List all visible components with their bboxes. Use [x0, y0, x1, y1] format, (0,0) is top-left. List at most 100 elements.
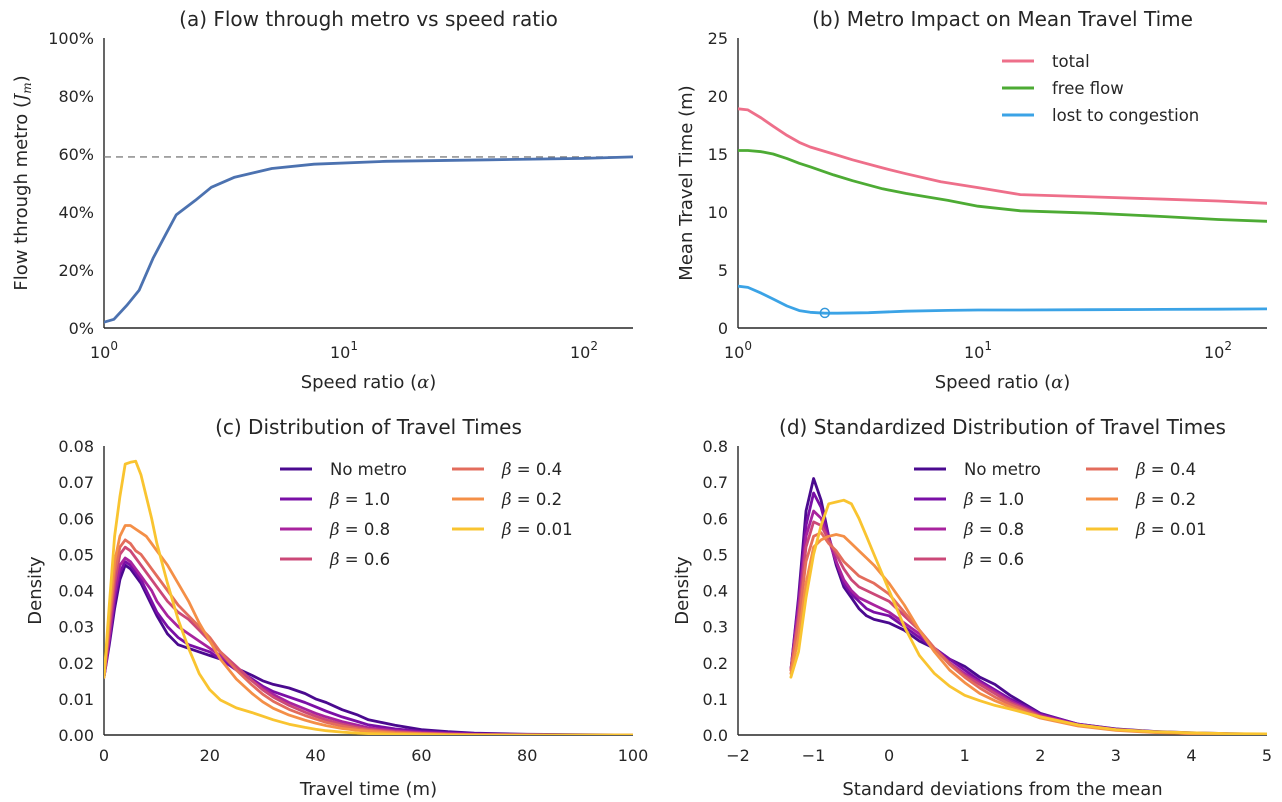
legend-item: lost to congestion	[1002, 106, 1199, 125]
y-tick-label: 40%	[58, 203, 94, 222]
chart-title: (b) Metro Impact on Mean Travel Time	[812, 7, 1193, 31]
panel-d: (d) Standardized Distribution of Travel …	[672, 415, 1272, 800]
y-tick-label: 0.1	[703, 690, 728, 709]
series-line-5	[789, 531, 1267, 735]
legend: total free flow lost to congestion	[1002, 52, 1199, 125]
y-tick-label: 0.05	[58, 545, 94, 564]
legend-label: β = 0.2	[1135, 490, 1196, 509]
y-tick-label: 100%	[48, 29, 94, 48]
legend-label: β = 0.2	[501, 490, 562, 509]
y-tick-label: 0.8	[703, 437, 728, 456]
x-tick-label: 100	[90, 339, 118, 362]
y-tick-label: 20%	[58, 261, 94, 280]
legend-item: β = 0.2	[1086, 490, 1196, 509]
legend-label: No metro	[964, 460, 1041, 479]
series-line-3	[789, 509, 1267, 735]
y-tick-label: 20	[708, 87, 728, 106]
y-tick-label: 0.07	[58, 473, 94, 492]
legend-label: β = 0.4	[501, 460, 562, 479]
legend-label: lost to congestion	[1052, 106, 1199, 125]
y-tick-label: 0.7	[703, 473, 728, 492]
legend-item: No metro	[914, 460, 1041, 479]
legend-item: No metro	[280, 460, 407, 479]
legend-label: free flow	[1052, 79, 1124, 98]
legend-label: β = 1.0	[963, 490, 1024, 509]
series-line-2	[104, 560, 633, 735]
y-tick-label: 0.00	[58, 726, 94, 745]
x-tick-label: 101	[964, 339, 992, 362]
y-tick-label: 0.4	[703, 582, 728, 601]
x-tick-label: 100	[618, 746, 649, 765]
y-tick-label: 0	[718, 319, 728, 338]
legend-label: β = 0.6	[329, 550, 390, 569]
legend-label: total	[1052, 52, 1090, 71]
legend-label: β = 0.01	[501, 520, 573, 539]
y-tick-label: 0.2	[703, 654, 728, 673]
x-tick-label: 2	[1035, 746, 1045, 765]
y-tick-label: 0.6	[703, 509, 728, 528]
x-tick-label: 100	[724, 339, 752, 362]
panel-a: (a) Flow through metro vs speed ratio 0% 2…	[11, 7, 633, 393]
x-tick-label: 4	[1186, 746, 1196, 765]
x-tick-label: 3	[1111, 746, 1121, 765]
legend-item: β = 0.4	[452, 460, 562, 479]
y-tick-label: 0.08	[58, 437, 94, 456]
legend-item: β = 0.6	[914, 550, 1024, 569]
y-axis-label: Density	[25, 556, 46, 625]
y-tick-label: 0.03	[58, 618, 94, 637]
y-tick-label: 0.02	[58, 654, 94, 673]
legend-item: β = 0.8	[280, 520, 390, 539]
y-tick-label: 0%	[69, 319, 94, 338]
x-tick-label: 40	[305, 746, 325, 765]
legend-item: β = 0.01	[452, 520, 573, 539]
series-line-3	[738, 284, 1267, 315]
x-tick-label: 20	[200, 746, 220, 765]
chart-title: (c) Distribution of Travel Times	[215, 415, 522, 439]
legend-label: β = 0.8	[329, 520, 390, 539]
y-axis-label: Mean Travel Time (m)	[676, 85, 697, 280]
panel-b: (b) Metro Impact on Mean Travel Time 0 5 10…	[676, 7, 1267, 393]
y-tick-label: 0.06	[58, 509, 94, 528]
y-tick-label: 25	[708, 29, 728, 48]
series-line-6	[789, 533, 1267, 735]
legend-label: β = 1.0	[329, 490, 390, 509]
x-tick-label: 102	[570, 339, 598, 362]
series-line-1	[104, 155, 633, 324]
x-axis-label: Standard deviations from the mean	[842, 779, 1162, 800]
panel-c: (c) Distribution of Travel Times 0.00 0.01…	[25, 415, 648, 800]
chart-title: (d) Standardized Distribution of Travel …	[779, 415, 1226, 439]
legend-item: β = 0.2	[452, 490, 562, 509]
legend-label: β = 0.6	[963, 550, 1024, 569]
x-axis-label: Speed ratio (α)	[935, 372, 1071, 393]
x-tick-label: 80	[517, 746, 537, 765]
y-tick-label: 10	[708, 203, 728, 222]
series-line-2	[738, 149, 1267, 223]
legend: No metro β = 1.0 β = 0.8 β = 0.6 β = 0.4 β = …	[914, 460, 1207, 569]
chart-title: (a) Flow through metro vs speed ratio	[179, 7, 558, 31]
y-tick-label: 5	[718, 261, 728, 280]
y-axis-label: Flow through metro (Jm)	[11, 75, 34, 290]
legend-item: β = 1.0	[280, 490, 390, 509]
series-line-7	[104, 459, 633, 735]
legend-item: β = 1.0	[914, 490, 1024, 509]
legend-label: β = 0.01	[1135, 520, 1207, 539]
legend-item: total	[1002, 52, 1090, 71]
x-axis-label: Speed ratio (α)	[301, 372, 437, 393]
x-tick-label: 102	[1204, 339, 1232, 362]
series-line-1	[738, 107, 1267, 205]
y-tick-label: 80%	[58, 87, 94, 106]
legend-item: β = 0.8	[914, 520, 1024, 539]
series-line-7	[789, 498, 1267, 735]
legend-label: β = 0.8	[963, 520, 1024, 539]
x-tick-label: 60	[411, 746, 431, 765]
y-tick-label: 0.04	[58, 582, 94, 601]
y-tick-label: 0.3	[703, 618, 728, 637]
x-tick-label: 0	[884, 746, 894, 765]
legend-item: free flow	[1002, 79, 1124, 98]
legend-label: β = 0.4	[1135, 460, 1196, 479]
x-tick-label: −1	[802, 746, 826, 765]
x-tick-label: 5	[1262, 746, 1272, 765]
y-tick-label: 60%	[58, 145, 94, 164]
y-tick-label: 0.01	[58, 690, 94, 709]
